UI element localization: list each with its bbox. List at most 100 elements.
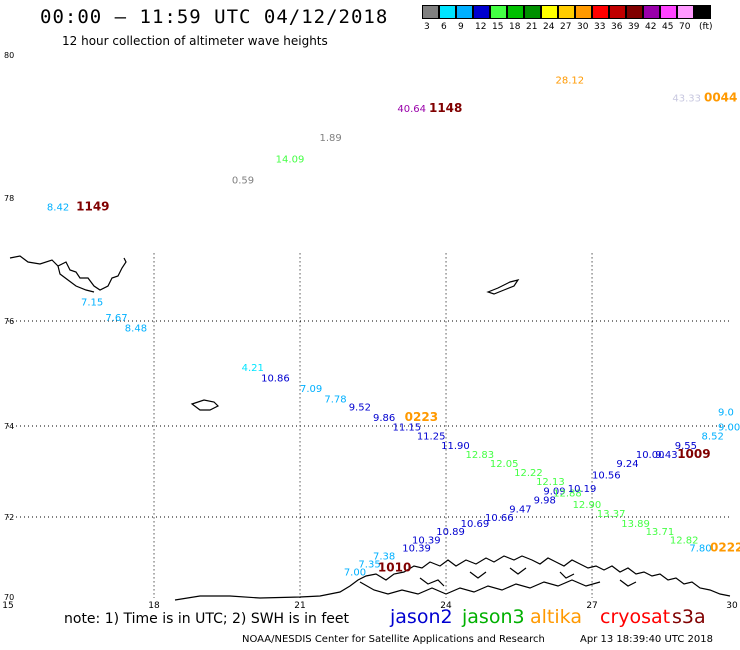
wave-height-value: 10.19 (568, 484, 597, 495)
legend-swatch (541, 5, 558, 19)
wave-height-value: 12.22 (514, 468, 543, 479)
wave-height-value: 9.09 (543, 486, 565, 497)
wave-height-value: 10.69 (461, 519, 490, 530)
pass-time-label: 0044 (704, 90, 737, 104)
lat-tick-label: 74 (4, 422, 14, 431)
legend-swatch (456, 5, 473, 19)
lat-tick-label: 80 (4, 51, 14, 60)
wave-height-value: 7.38 (373, 552, 395, 563)
legend-swatch (694, 5, 711, 19)
legend-swatch (660, 5, 677, 19)
lat-lon-grid (8, 253, 732, 598)
credit-line: NOAA/NESDIS Center for Satellite Applica… (242, 634, 545, 645)
satellite-jason3: jason3 (462, 606, 525, 628)
satellite-jason2: jason2 (390, 606, 453, 628)
legend-label: 18 (509, 22, 521, 32)
legend-label: 70 (679, 22, 691, 32)
wave-height-value: 12.88 (553, 489, 582, 500)
wave-height-value: 8.48 (125, 324, 147, 335)
legend-label: 12 (475, 22, 487, 32)
legend-swatch (473, 5, 490, 19)
wave-height-value: 10.56 (592, 470, 621, 481)
wave-height-value: 9.0 (718, 408, 734, 419)
wave-height-value: 7.67 (105, 313, 127, 324)
legend-unit: (ft) (699, 22, 713, 32)
wave-height-value: 12.13 (536, 477, 565, 488)
satellite-altika: altika (530, 606, 582, 628)
legend-label: 36 (611, 22, 623, 32)
legend-label: 6 (441, 22, 447, 32)
wave-height-value: 14.09 (276, 154, 305, 165)
wave-height-value: 43.33 (672, 93, 701, 104)
lon-tick-label: 21 (294, 601, 305, 611)
legend-swatch (643, 5, 660, 19)
wave-height-value: 12.83 (465, 450, 494, 461)
wave-height-value: 8.52 (702, 432, 724, 443)
legend-swatch (524, 5, 541, 19)
lon-tick-label: 27 (586, 601, 597, 611)
pass-time-label: 1009 (677, 447, 710, 461)
legend-label: 45 (662, 22, 674, 32)
wave-height-value: 7.35 (358, 560, 380, 571)
wave-height-value: 7.78 (324, 394, 346, 405)
satellite-s3a: s3a (672, 606, 706, 628)
legend-label: 15 (492, 22, 504, 32)
legend-swatch (626, 5, 643, 19)
page-subtitle: 12 hour collection of altimeter wave hei… (62, 34, 328, 48)
legend-label: 27 (560, 22, 572, 32)
wave-height-value: 10.86 (261, 373, 290, 384)
pass-time-label: 0222 (710, 540, 740, 554)
wave-height-value: 7.00 (344, 568, 366, 579)
wave-height-value: 40.64 (397, 104, 426, 115)
legend-swatch (609, 5, 626, 19)
wave-height-value: 9.86 (373, 413, 395, 424)
footer-note: note: 1) Time is in UTC; 2) SWH is in fe… (64, 611, 350, 627)
wave-height-value: 13.37 (597, 509, 626, 520)
land-coastlines (9, 255, 731, 601)
wave-height-value: 10.66 (485, 513, 514, 524)
legend-label: 9 (458, 22, 464, 32)
lon-tick-label: 24 (440, 601, 452, 611)
wave-height-value: 9.52 (349, 402, 371, 413)
wave-height-value: 10.89 (436, 527, 465, 538)
lat-tick-label: 70 (4, 593, 14, 602)
page-title: 00:00 – 11:59 UTC 04/12/2018 (40, 6, 389, 28)
pass-time-label: 1149 (76, 199, 109, 213)
legend-label: 30 (577, 22, 589, 32)
wave-height-value: 10.39 (402, 543, 431, 554)
legend-label: 39 (628, 22, 640, 32)
wave-height-value: 11.15 (392, 423, 421, 434)
lon-tick-label: 30 (726, 601, 738, 611)
wave-height-value: 12.90 (573, 500, 602, 511)
axis-ticks: 15 18 21 24 27 30 70 72 74 76 78 80 (2, 51, 738, 611)
lon-tick-label: 15 (2, 601, 13, 611)
wave-height-value: 1.89 (319, 133, 341, 144)
legend-swatch (439, 5, 456, 19)
wave-height-value: 13.89 (621, 519, 650, 530)
wave-height-value: 7.09 (300, 384, 322, 395)
lat-tick-label: 72 (4, 513, 14, 522)
satellite-cryosat: cryosat (600, 606, 671, 628)
wave-height-value: 9.47 (509, 504, 531, 515)
wave-height-value: 11.25 (417, 432, 446, 443)
wave-height-value: 7.80 (689, 543, 711, 554)
legend-label: 33 (594, 22, 606, 32)
wave-height-value: 7.15 (81, 298, 103, 309)
wave-height-value: 8.42 (47, 202, 69, 213)
wave-height-value: 12.05 (490, 459, 519, 470)
legend-swatch (575, 5, 592, 19)
generated-timestamp: Apr 13 18:39:40 UTC 2018 (580, 634, 713, 645)
wave-height-value: 9.98 (534, 495, 556, 506)
lat-tick-label: 76 (4, 317, 14, 326)
wave-height-value: 9.00 (718, 423, 740, 434)
legend-swatch (558, 5, 575, 19)
legend-label: 3 (424, 22, 430, 32)
wave-height-value: 0.59 (232, 176, 254, 187)
wave-height-value: 13.71 (646, 527, 675, 538)
wave-height-readings: 8.42 11497.157.678.484.2110.867.097.789.5… (47, 76, 740, 579)
legend-label: 21 (526, 22, 538, 32)
pass-time-label: 0223 (405, 410, 438, 424)
wave-height-value: 12.82 (670, 535, 699, 546)
